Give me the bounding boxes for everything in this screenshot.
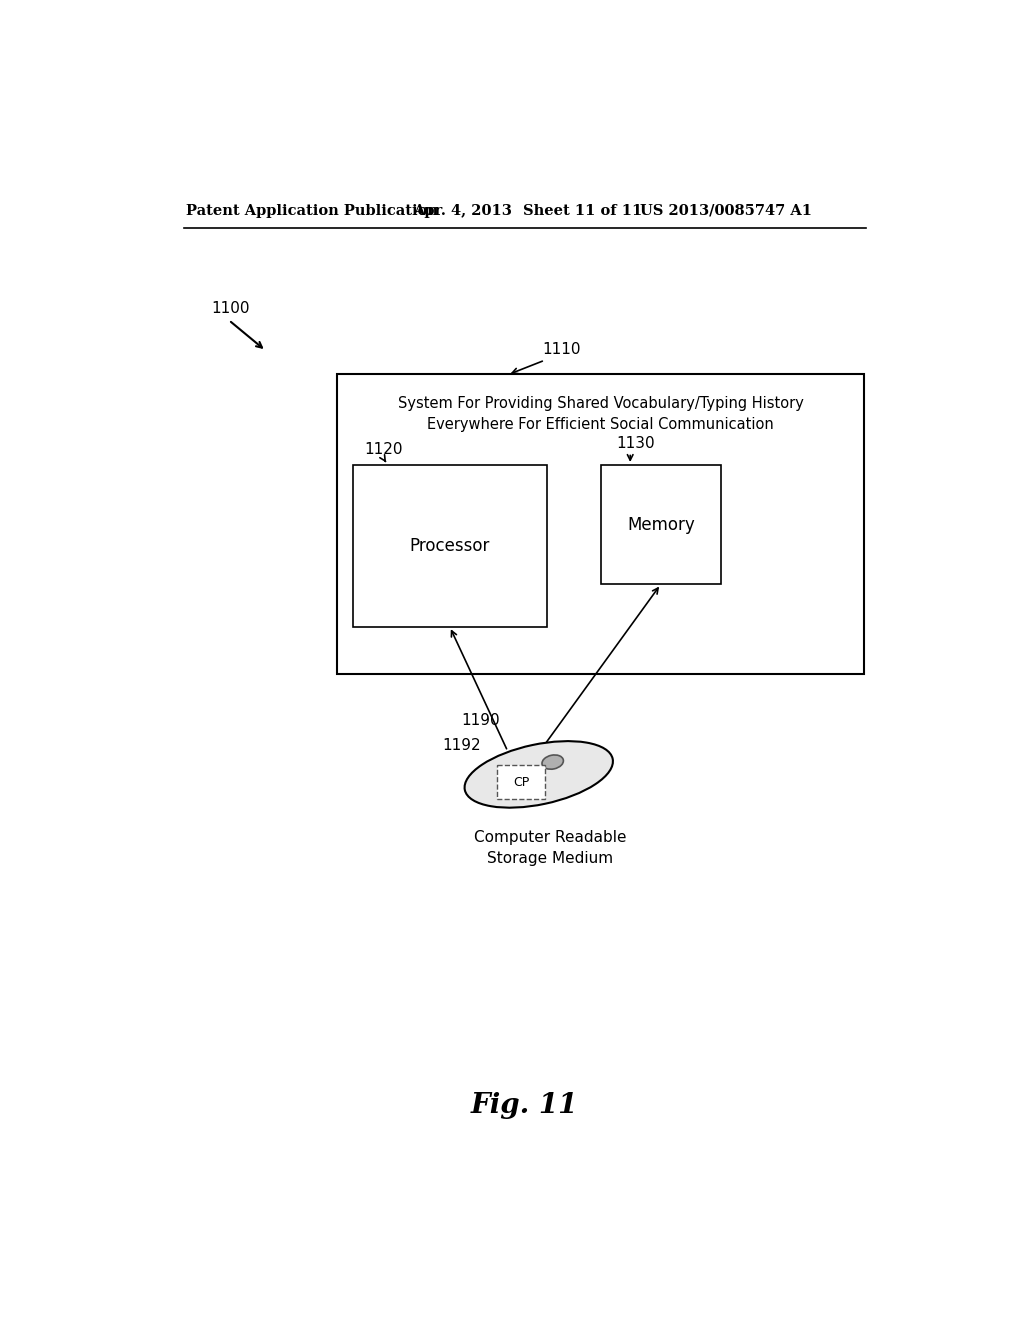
Text: System For Providing Shared Vocabulary/Typing History: System For Providing Shared Vocabulary/T… [397,396,804,411]
Text: Apr. 4, 2013: Apr. 4, 2013 [414,203,512,218]
Text: Fig. 11: Fig. 11 [471,1092,579,1119]
Bar [337,374,864,675]
Text: Computer Readable: Computer Readable [474,830,627,845]
Text: 1192: 1192 [442,738,480,752]
Text: 1120: 1120 [365,442,402,457]
Text: Everywhere For Efficient Social Communication: Everywhere For Efficient Social Communic… [427,417,774,432]
Text: 1130: 1130 [616,436,655,451]
Text: 1100: 1100 [212,301,250,315]
Bar [601,465,721,585]
Text: CP: CP [513,776,529,788]
Bar [352,465,547,627]
Text: Patent Application Publication: Patent Application Publication [186,203,438,218]
Text: US 2013/0085747 A1: US 2013/0085747 A1 [640,203,811,218]
Text: 1190: 1190 [461,713,500,729]
Text: Processor: Processor [410,537,489,554]
Text: Memory: Memory [627,516,694,533]
Ellipse shape [542,755,563,770]
Text: 1110: 1110 [543,342,582,358]
FancyBboxPatch shape [497,766,545,799]
Text: Storage Medium: Storage Medium [487,851,613,866]
Ellipse shape [465,741,613,808]
Text: Sheet 11 of 11: Sheet 11 of 11 [523,203,642,218]
